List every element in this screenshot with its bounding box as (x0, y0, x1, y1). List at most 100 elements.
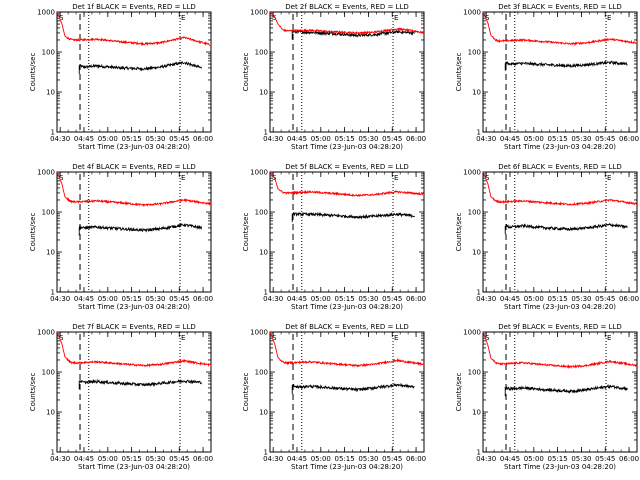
events-series-line (78, 222, 202, 236)
y-axis-label: Counts/sec (242, 53, 250, 92)
events-series-line (291, 29, 415, 40)
lld-series-line (56, 331, 212, 368)
panel-title: Det 8f BLACK = Events, RED = LLD (285, 323, 408, 331)
x-tick-label: 06:00 (193, 295, 213, 303)
x-tick-label: 06:00 (193, 135, 213, 143)
x-tick-label: 05:00 (311, 295, 331, 303)
panel-title: Det 2f BLACK = Events, RED = LLD (285, 3, 408, 11)
x-tick-label: 04:30 (50, 455, 70, 463)
y-tick-label: 1 (264, 449, 268, 457)
y-tick-label: 100 (42, 369, 55, 377)
y-tick-label: 10 (472, 409, 481, 417)
x-tick-label: 04:30 (476, 295, 496, 303)
start-marker-label: S (59, 14, 64, 22)
x-tick-label: 04:45 (74, 135, 94, 143)
y-axis-label: Counts/sec (455, 53, 463, 92)
plot-frame (482, 171, 638, 293)
start-marker-label: S (59, 334, 64, 342)
x-tick-label: 05:45 (595, 455, 615, 463)
panel-title: Det 4f BLACK = Events, RED = LLD (72, 163, 195, 171)
x-tick-label: 06:00 (619, 455, 639, 463)
x-axis-label: Start Time (23-Jun-03 04:28:20) (291, 143, 403, 151)
x-tick-label: 04:45 (500, 135, 520, 143)
y-tick-label: 100 (255, 49, 268, 57)
x-tick-label: 05:15 (335, 135, 355, 143)
events-series-line (78, 61, 202, 75)
start-marker-label: S (485, 174, 490, 182)
panel-title: Det 5f BLACK = Events, RED = LLD (285, 163, 408, 171)
y-tick-label: 1 (51, 289, 55, 297)
y-tick-label: 10 (46, 249, 55, 257)
lld-series-line (269, 331, 425, 368)
x-tick-label: 05:00 (98, 455, 118, 463)
x-tick-label: 05:30 (571, 455, 591, 463)
y-tick-label: 10 (259, 409, 268, 417)
x-tick-label: 06:00 (406, 135, 426, 143)
end-marker-label: E (607, 334, 611, 342)
y-axis-label: Counts/sec (29, 213, 37, 252)
x-tick-label: 05:45 (382, 295, 402, 303)
x-tick-label: 05:15 (548, 295, 568, 303)
x-tick-label: 04:30 (476, 455, 496, 463)
end-marker-label: E (394, 174, 398, 182)
panel-title: Det 7f BLACK = Events, RED = LLD (72, 323, 195, 331)
x-tick-label: 05:15 (548, 135, 568, 143)
y-tick-label: 10 (46, 89, 55, 97)
end-marker-label: E (394, 334, 398, 342)
lld-series-line (482, 11, 638, 46)
x-tick-label: 06:00 (193, 455, 213, 463)
y-axis-label: Counts/sec (29, 373, 37, 412)
detector-panel-1: Det 1f BLACK = Events, RED = LLD 1 10 100 10… (29, 3, 213, 151)
plot-frame (482, 11, 638, 133)
y-tick-label: 100 (42, 49, 55, 57)
y-tick-label: 1000 (250, 9, 268, 17)
x-tick-label: 05:30 (571, 135, 591, 143)
y-tick-label: 1 (477, 129, 481, 137)
start-marker-label: S (59, 174, 64, 182)
x-tick-label: 04:45 (500, 295, 520, 303)
lld-series-line (56, 11, 212, 46)
x-axis-label: Start Time (23-Jun-03 04:28:20) (504, 143, 616, 151)
x-tick-label: 06:00 (619, 295, 639, 303)
x-tick-label: 05:15 (335, 455, 355, 463)
x-tick-label: 04:30 (263, 455, 283, 463)
x-tick-label: 05:45 (382, 135, 402, 143)
y-axis-label: Counts/sec (29, 53, 37, 92)
lld-series-line (482, 331, 638, 370)
detector-panel-8: Det 8f BLACK = Events, RED = LLD 1 10 100 10… (242, 323, 426, 471)
y-axis-label: Counts/sec (455, 373, 463, 412)
x-tick-label: 04:45 (287, 295, 307, 303)
events-series-line (504, 60, 628, 71)
y-tick-label: 1000 (250, 329, 268, 337)
detector-panel-5: Det 5f BLACK = Events, RED = LLD 1 10 100 10… (242, 163, 426, 311)
events-series-line (504, 222, 628, 235)
y-tick-label: 1000 (37, 9, 55, 17)
events-series-line (78, 378, 202, 390)
x-axis-label: Start Time (23-Jun-03 04:28:20) (504, 303, 616, 311)
x-tick-label: 06:00 (619, 135, 639, 143)
plot-frame (56, 11, 212, 133)
x-tick-label: 05:00 (524, 455, 544, 463)
detector-panel-6: Det 6f BLACK = Events, RED = LLD 1 10 100 10… (455, 163, 639, 311)
events-series-line (291, 382, 415, 395)
lld-series-line (269, 11, 425, 36)
y-tick-label: 1000 (463, 329, 481, 337)
panel-title: Det 9f BLACK = Events, RED = LLD (498, 323, 621, 331)
x-tick-label: 05:00 (524, 295, 544, 303)
x-tick-label: 05:45 (595, 295, 615, 303)
lld-series-line (269, 171, 425, 198)
x-tick-label: 05:00 (98, 135, 118, 143)
x-tick-label: 05:30 (358, 295, 378, 303)
x-tick-label: 04:45 (500, 455, 520, 463)
x-tick-label: 05:30 (358, 135, 378, 143)
detector-panel-9: Det 9f BLACK = Events, RED = LLD 1 10 100 10… (455, 323, 639, 471)
x-axis-label: Start Time (23-Jun-03 04:28:20) (291, 303, 403, 311)
y-tick-label: 1 (477, 289, 481, 297)
detector-panel-7: Det 7f BLACK = Events, RED = LLD 1 10 100 10… (29, 323, 213, 471)
x-tick-label: 04:30 (50, 135, 70, 143)
x-tick-label: 05:45 (169, 135, 189, 143)
panel-title: Det 1f BLACK = Events, RED = LLD (72, 3, 195, 11)
y-tick-label: 1000 (463, 169, 481, 177)
x-tick-label: 04:45 (74, 295, 94, 303)
y-tick-label: 100 (42, 209, 55, 217)
